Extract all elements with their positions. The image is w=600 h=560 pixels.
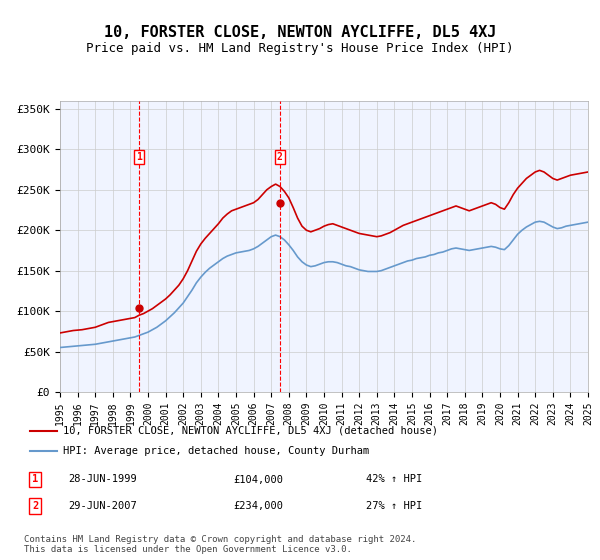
Text: 2: 2 xyxy=(277,152,283,162)
Text: 2: 2 xyxy=(32,501,38,511)
Text: 29-JUN-2007: 29-JUN-2007 xyxy=(68,501,137,511)
Text: 42% ↑ HPI: 42% ↑ HPI xyxy=(366,474,422,484)
Text: 27% ↑ HPI: 27% ↑ HPI xyxy=(366,501,422,511)
Text: Contains HM Land Registry data © Crown copyright and database right 2024.
This d: Contains HM Land Registry data © Crown c… xyxy=(24,535,416,554)
Text: 28-JUN-1999: 28-JUN-1999 xyxy=(68,474,137,484)
Text: 10, FORSTER CLOSE, NEWTON AYCLIFFE, DL5 4XJ (detached house): 10, FORSTER CLOSE, NEWTON AYCLIFFE, DL5 … xyxy=(62,426,437,436)
Text: £104,000: £104,000 xyxy=(234,474,284,484)
Text: 1: 1 xyxy=(32,474,38,484)
Text: Price paid vs. HM Land Registry's House Price Index (HPI): Price paid vs. HM Land Registry's House … xyxy=(86,42,514,55)
Text: £234,000: £234,000 xyxy=(234,501,284,511)
Text: 10, FORSTER CLOSE, NEWTON AYCLIFFE, DL5 4XJ: 10, FORSTER CLOSE, NEWTON AYCLIFFE, DL5 … xyxy=(104,25,496,40)
Text: HPI: Average price, detached house, County Durham: HPI: Average price, detached house, Coun… xyxy=(62,446,369,456)
Text: 1: 1 xyxy=(136,152,142,162)
